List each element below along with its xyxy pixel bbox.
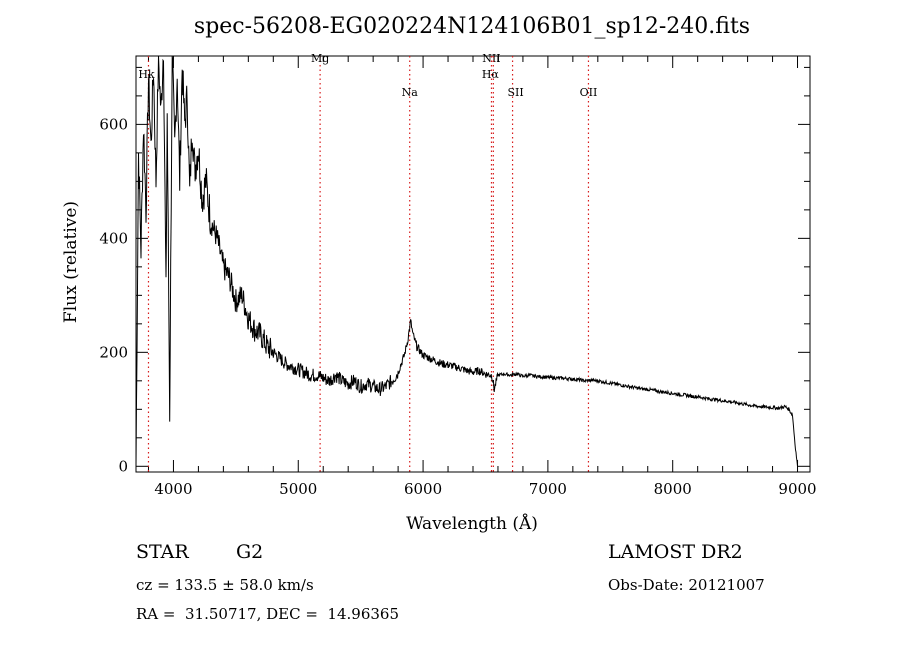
x-tick-label: 9000 — [778, 480, 816, 498]
x-axis-label: Wavelength (Å) — [406, 513, 538, 534]
survey-name: LAMOST DR2 — [608, 541, 743, 563]
x-tick-label: 4000 — [154, 480, 192, 498]
line-label-hk: Hk — [138, 68, 155, 81]
line-label-nii: NII — [482, 52, 500, 65]
chart-title: spec-56208-EG020224N124106B01_sp12-240.f… — [194, 14, 750, 39]
y-tick-label: 0 — [118, 457, 128, 475]
y-axis-label: Flux (relative) — [61, 201, 81, 323]
y-tick-label: 400 — [99, 229, 128, 247]
y-tick-label: 600 — [99, 115, 128, 133]
x-tick-labels: 4000 5000 6000 7000 8000 9000 — [154, 480, 816, 498]
spectral-line-markers: Hk Mg Na NII Hα SII OII — [138, 52, 597, 472]
line-label-na: Na — [402, 86, 419, 99]
line-label-mg: Mg — [311, 52, 329, 65]
line-label-sii: SII — [507, 86, 523, 99]
plot-frame — [135, 55, 811, 473]
spectrum-line — [135, 55, 798, 467]
redshift-velocity: cz = 133.5 ± 58.0 km/s — [136, 576, 314, 594]
axis-ticks — [136, 56, 810, 472]
observation-date: Obs-Date: 20121007 — [608, 576, 765, 594]
x-tick-label: 8000 — [654, 480, 692, 498]
line-label-oii: OII — [580, 86, 598, 99]
y-tick-labels: 0 200 400 600 — [99, 115, 128, 475]
x-tick-label: 7000 — [529, 480, 567, 498]
object-subclass: G2 — [236, 541, 264, 563]
spectrum-series — [135, 55, 798, 467]
object-class: STAR — [136, 541, 189, 563]
x-tick-label: 5000 — [279, 480, 317, 498]
x-tick-label: 6000 — [404, 480, 442, 498]
y-tick-label: 200 — [99, 343, 128, 361]
coordinates: RA = 31.50717, DEC = 14.96365 — [136, 605, 400, 623]
line-label-hα: Hα — [482, 68, 500, 81]
